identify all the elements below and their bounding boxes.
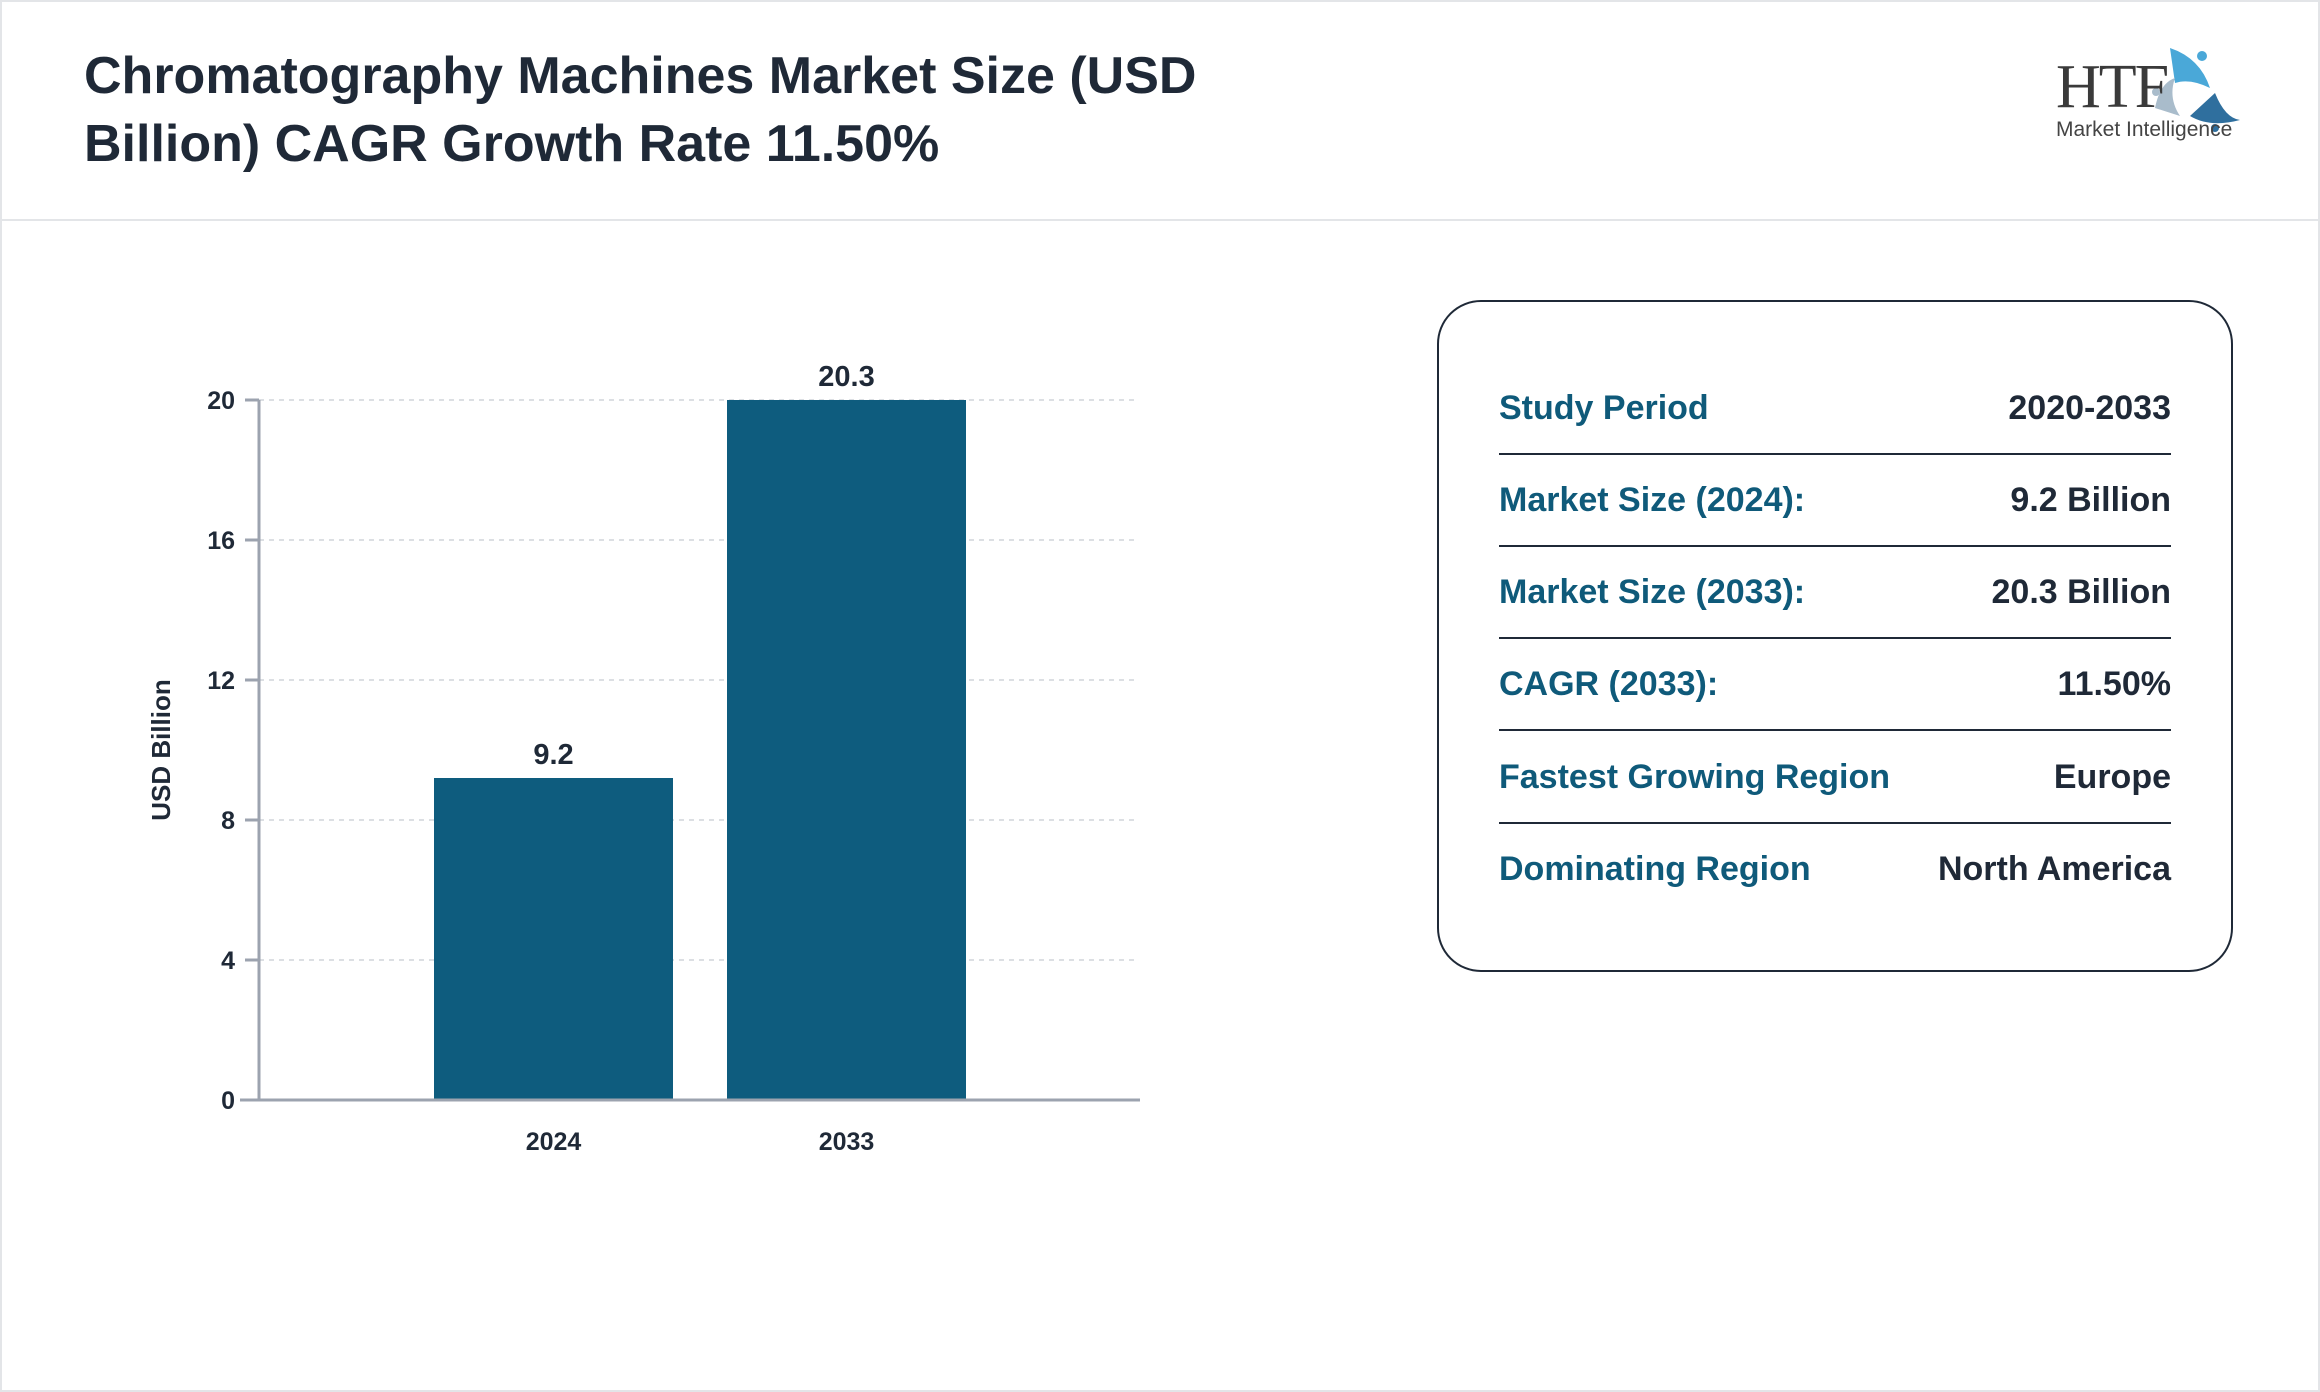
summary-value: 2020-2033 — [2008, 388, 2171, 427]
row-divider — [1499, 822, 2171, 824]
summary-row: CAGR (2033): 11.50% — [1499, 638, 2171, 730]
header: Chromatography Machines Market Size (USD… — [0, 0, 2320, 221]
page-title: Chromatography Machines Market Size (USD… — [84, 47, 1197, 173]
summary-row: Study Period 2020-2033 — [1499, 362, 2171, 454]
summary-label: Market Size (2033): — [1499, 572, 1806, 611]
bar-2024 — [434, 778, 673, 1100]
row-divider — [1499, 453, 2171, 455]
summary-row: Market Size (2024): 9.2 Billion — [1499, 454, 2171, 546]
y-tick-label: 0 — [221, 1087, 235, 1115]
x-tick-label: 2033 — [819, 1128, 875, 1156]
summary-value: 11.50% — [2057, 664, 2171, 703]
x-tick-label: 2024 — [526, 1128, 582, 1156]
summary-label: Market Size (2024): — [1499, 480, 1806, 519]
row-divider — [1499, 729, 2171, 731]
summary-row: Dominating Region North America — [1499, 823, 2171, 915]
y-tick-label: 20 — [207, 387, 235, 415]
htf-logo: HTF Market Intelligence — [2050, 38, 2240, 146]
summary-value: 20.3 Billion — [1991, 572, 2172, 611]
summary-value: 9.2 Billion — [2010, 480, 2171, 519]
y-tick-label: 8 — [221, 807, 235, 835]
summary-value: Europe — [2053, 757, 2171, 796]
data-label: 20.3 — [818, 361, 874, 393]
summary-label: Fastest Growing Region — [1499, 757, 1891, 796]
row-divider — [1499, 545, 2171, 547]
y-tick-label: 16 — [207, 527, 235, 555]
summary-row: Fastest Growing Region Europe — [1499, 731, 2171, 823]
bar-2033 — [727, 400, 966, 1100]
bar-chart: 0 4 8 12 16 20 9.2 2024 20.3 2033 USD Billion — [146, 361, 1140, 1156]
logo-swirl-icon — [2152, 48, 2240, 132]
summary-value: North America — [1937, 849, 2171, 888]
row-divider — [1499, 637, 2171, 639]
y-axis-label: USD Billion — [146, 679, 176, 821]
y-tick-label: 4 — [221, 947, 235, 975]
data-label: 9.2 — [533, 739, 573, 771]
summary-card: Study Period 2020-2033 Market Size (2024):… — [1437, 300, 2233, 972]
summary-label: CAGR (2033): — [1499, 664, 1719, 703]
summary-row: Market Size (2033): 20.3 Billion — [1499, 546, 2171, 638]
summary-label: Dominating Region — [1499, 849, 1811, 888]
summary-label: Study Period — [1499, 388, 1709, 427]
y-tick-label: 12 — [207, 667, 235, 695]
